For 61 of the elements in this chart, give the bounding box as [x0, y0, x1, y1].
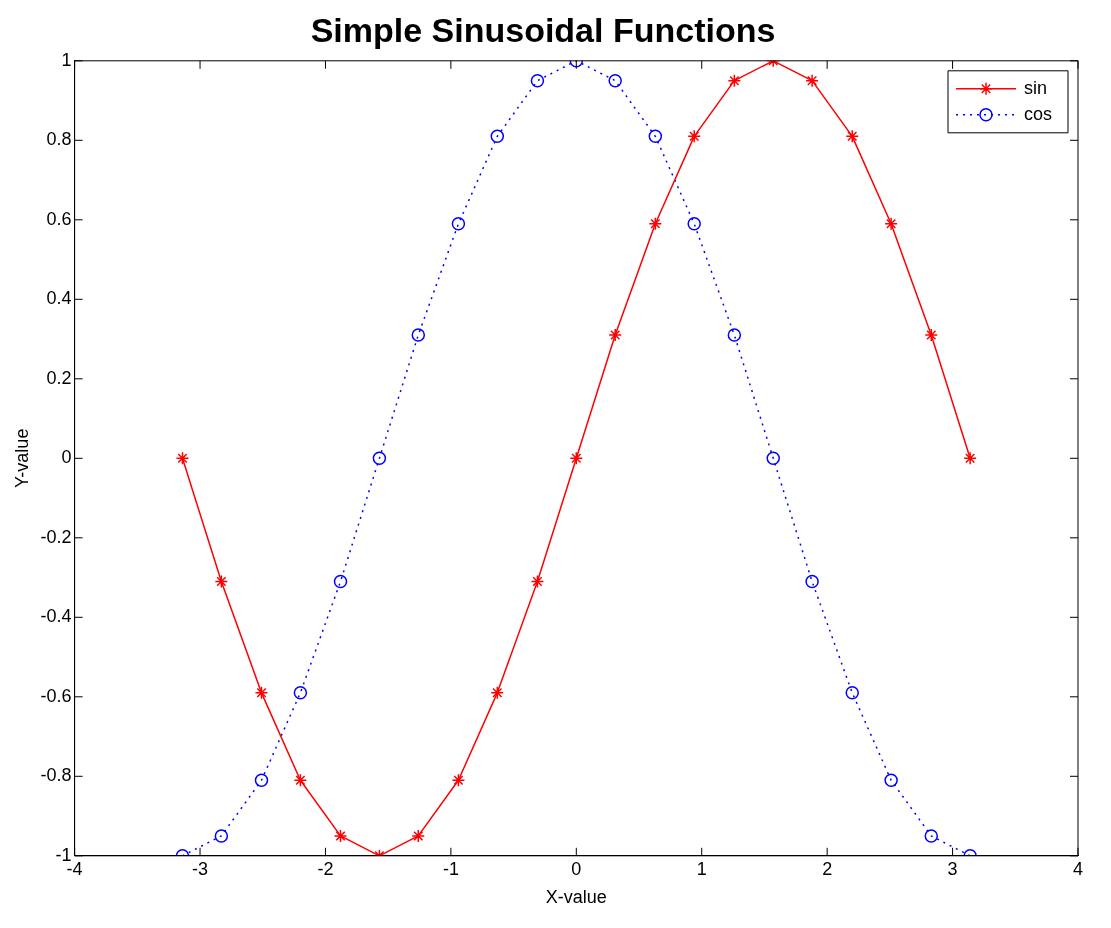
point: [411, 829, 426, 843]
point: [569, 451, 584, 466]
point: [490, 129, 505, 144]
point: [214, 574, 229, 589]
y-tick-label: -0.4: [40, 606, 72, 627]
point: [451, 217, 466, 231]
x-tick-label: -1: [442, 858, 459, 879]
point: [451, 773, 466, 788]
point: [924, 829, 939, 843]
point: [687, 217, 701, 231]
point: [254, 686, 269, 700]
point: [805, 574, 819, 589]
legend-label: cos: [1024, 103, 1053, 124]
y-tick-label: -0.6: [40, 685, 72, 706]
point: [333, 829, 348, 843]
point: [411, 328, 426, 342]
y-tick-label: 0.6: [46, 208, 72, 229]
point: [845, 686, 859, 700]
point: [845, 129, 859, 144]
point: [884, 773, 898, 788]
point: [333, 574, 348, 589]
y-axis-title: Y-value: [11, 428, 32, 488]
y-tick-label: -0.2: [40, 526, 72, 547]
x-tick-label: -3: [192, 858, 209, 879]
x-tick-label: 3: [947, 858, 958, 879]
y-tick-label: -1: [55, 844, 72, 865]
y-tick-label: 0.8: [46, 129, 72, 150]
point: [608, 73, 622, 88]
x-axis-title: X-value: [545, 887, 607, 908]
chart-title: Simple Sinusoidal Functions: [310, 10, 776, 49]
x-tick-label: 1: [696, 858, 707, 879]
point: [884, 217, 898, 231]
y-tick-label: 1: [61, 49, 72, 70]
point: [254, 773, 269, 788]
x-tick-label: 0: [571, 858, 582, 879]
point: [924, 328, 939, 342]
legend-label: sin: [1024, 77, 1048, 98]
point: [372, 451, 387, 466]
point: [963, 451, 977, 466]
point: [805, 73, 819, 88]
point: [608, 328, 622, 342]
y-tick-label: 0: [61, 447, 72, 468]
point: [687, 129, 701, 144]
point: [293, 686, 308, 700]
y-tick-label: -0.8: [40, 765, 72, 786]
x-tick-label: -2: [317, 858, 334, 879]
point: [648, 217, 663, 231]
x-tick-label: 4: [1072, 858, 1084, 879]
y-tick-label: 0.4: [46, 288, 72, 309]
y-tick-label: 0.2: [46, 367, 72, 388]
point: [766, 451, 780, 466]
point: [727, 328, 742, 342]
point: [727, 73, 742, 88]
point: [175, 451, 190, 466]
point: [530, 574, 545, 589]
point: [214, 829, 229, 843]
point: [648, 129, 663, 144]
point: [490, 686, 505, 700]
point: [293, 773, 308, 788]
point: [530, 73, 545, 88]
x-tick-label: 2: [822, 858, 833, 879]
